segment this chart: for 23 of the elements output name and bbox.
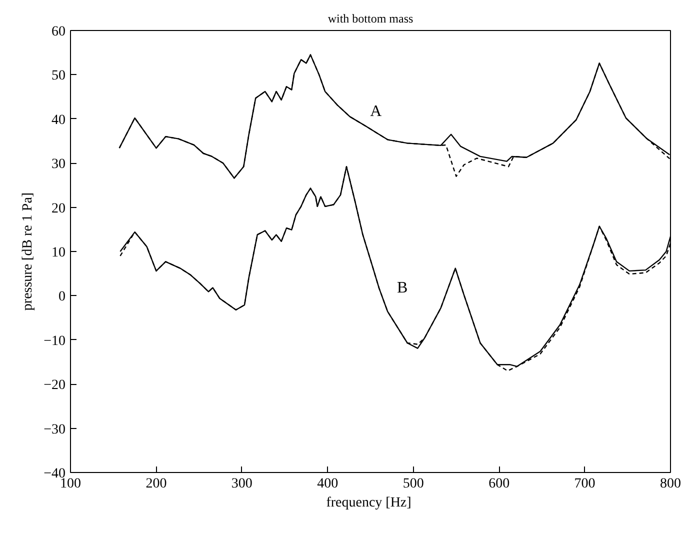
x-axis-title: frequency [Hz]: [326, 496, 412, 510]
chart-title: with bottom mass: [328, 12, 414, 26]
y-tick-label: −10: [44, 334, 66, 349]
y-tick-label: 10: [52, 246, 66, 260]
y-tick-label: 60: [52, 24, 66, 40]
y-tick-label: −30: [44, 422, 66, 438]
y-tick-label: 20: [52, 201, 66, 216]
y-tick-label: −20: [44, 378, 66, 394]
x-tick-label: 100: [60, 476, 81, 492]
y-tick-label: 30: [52, 157, 66, 172]
y-tick-label: 50: [52, 68, 66, 84]
annotation: B: [396, 280, 408, 297]
x-tick-label: 600: [488, 476, 510, 492]
x-tick-label: 500: [402, 476, 424, 492]
y-axis-title: pressure [dB re 1 Pa]: [20, 192, 36, 311]
x-tick-label: 300: [231, 476, 252, 492]
x-tick-label: 700: [574, 476, 596, 492]
y-tick-label: 0: [58, 290, 66, 305]
x-tick-label: 400: [317, 476, 338, 492]
x-tick-label: 800: [660, 476, 681, 492]
y-tick-label: 40: [52, 112, 66, 128]
annotation: A: [370, 102, 382, 120]
x-tick-label: 200: [146, 476, 167, 492]
